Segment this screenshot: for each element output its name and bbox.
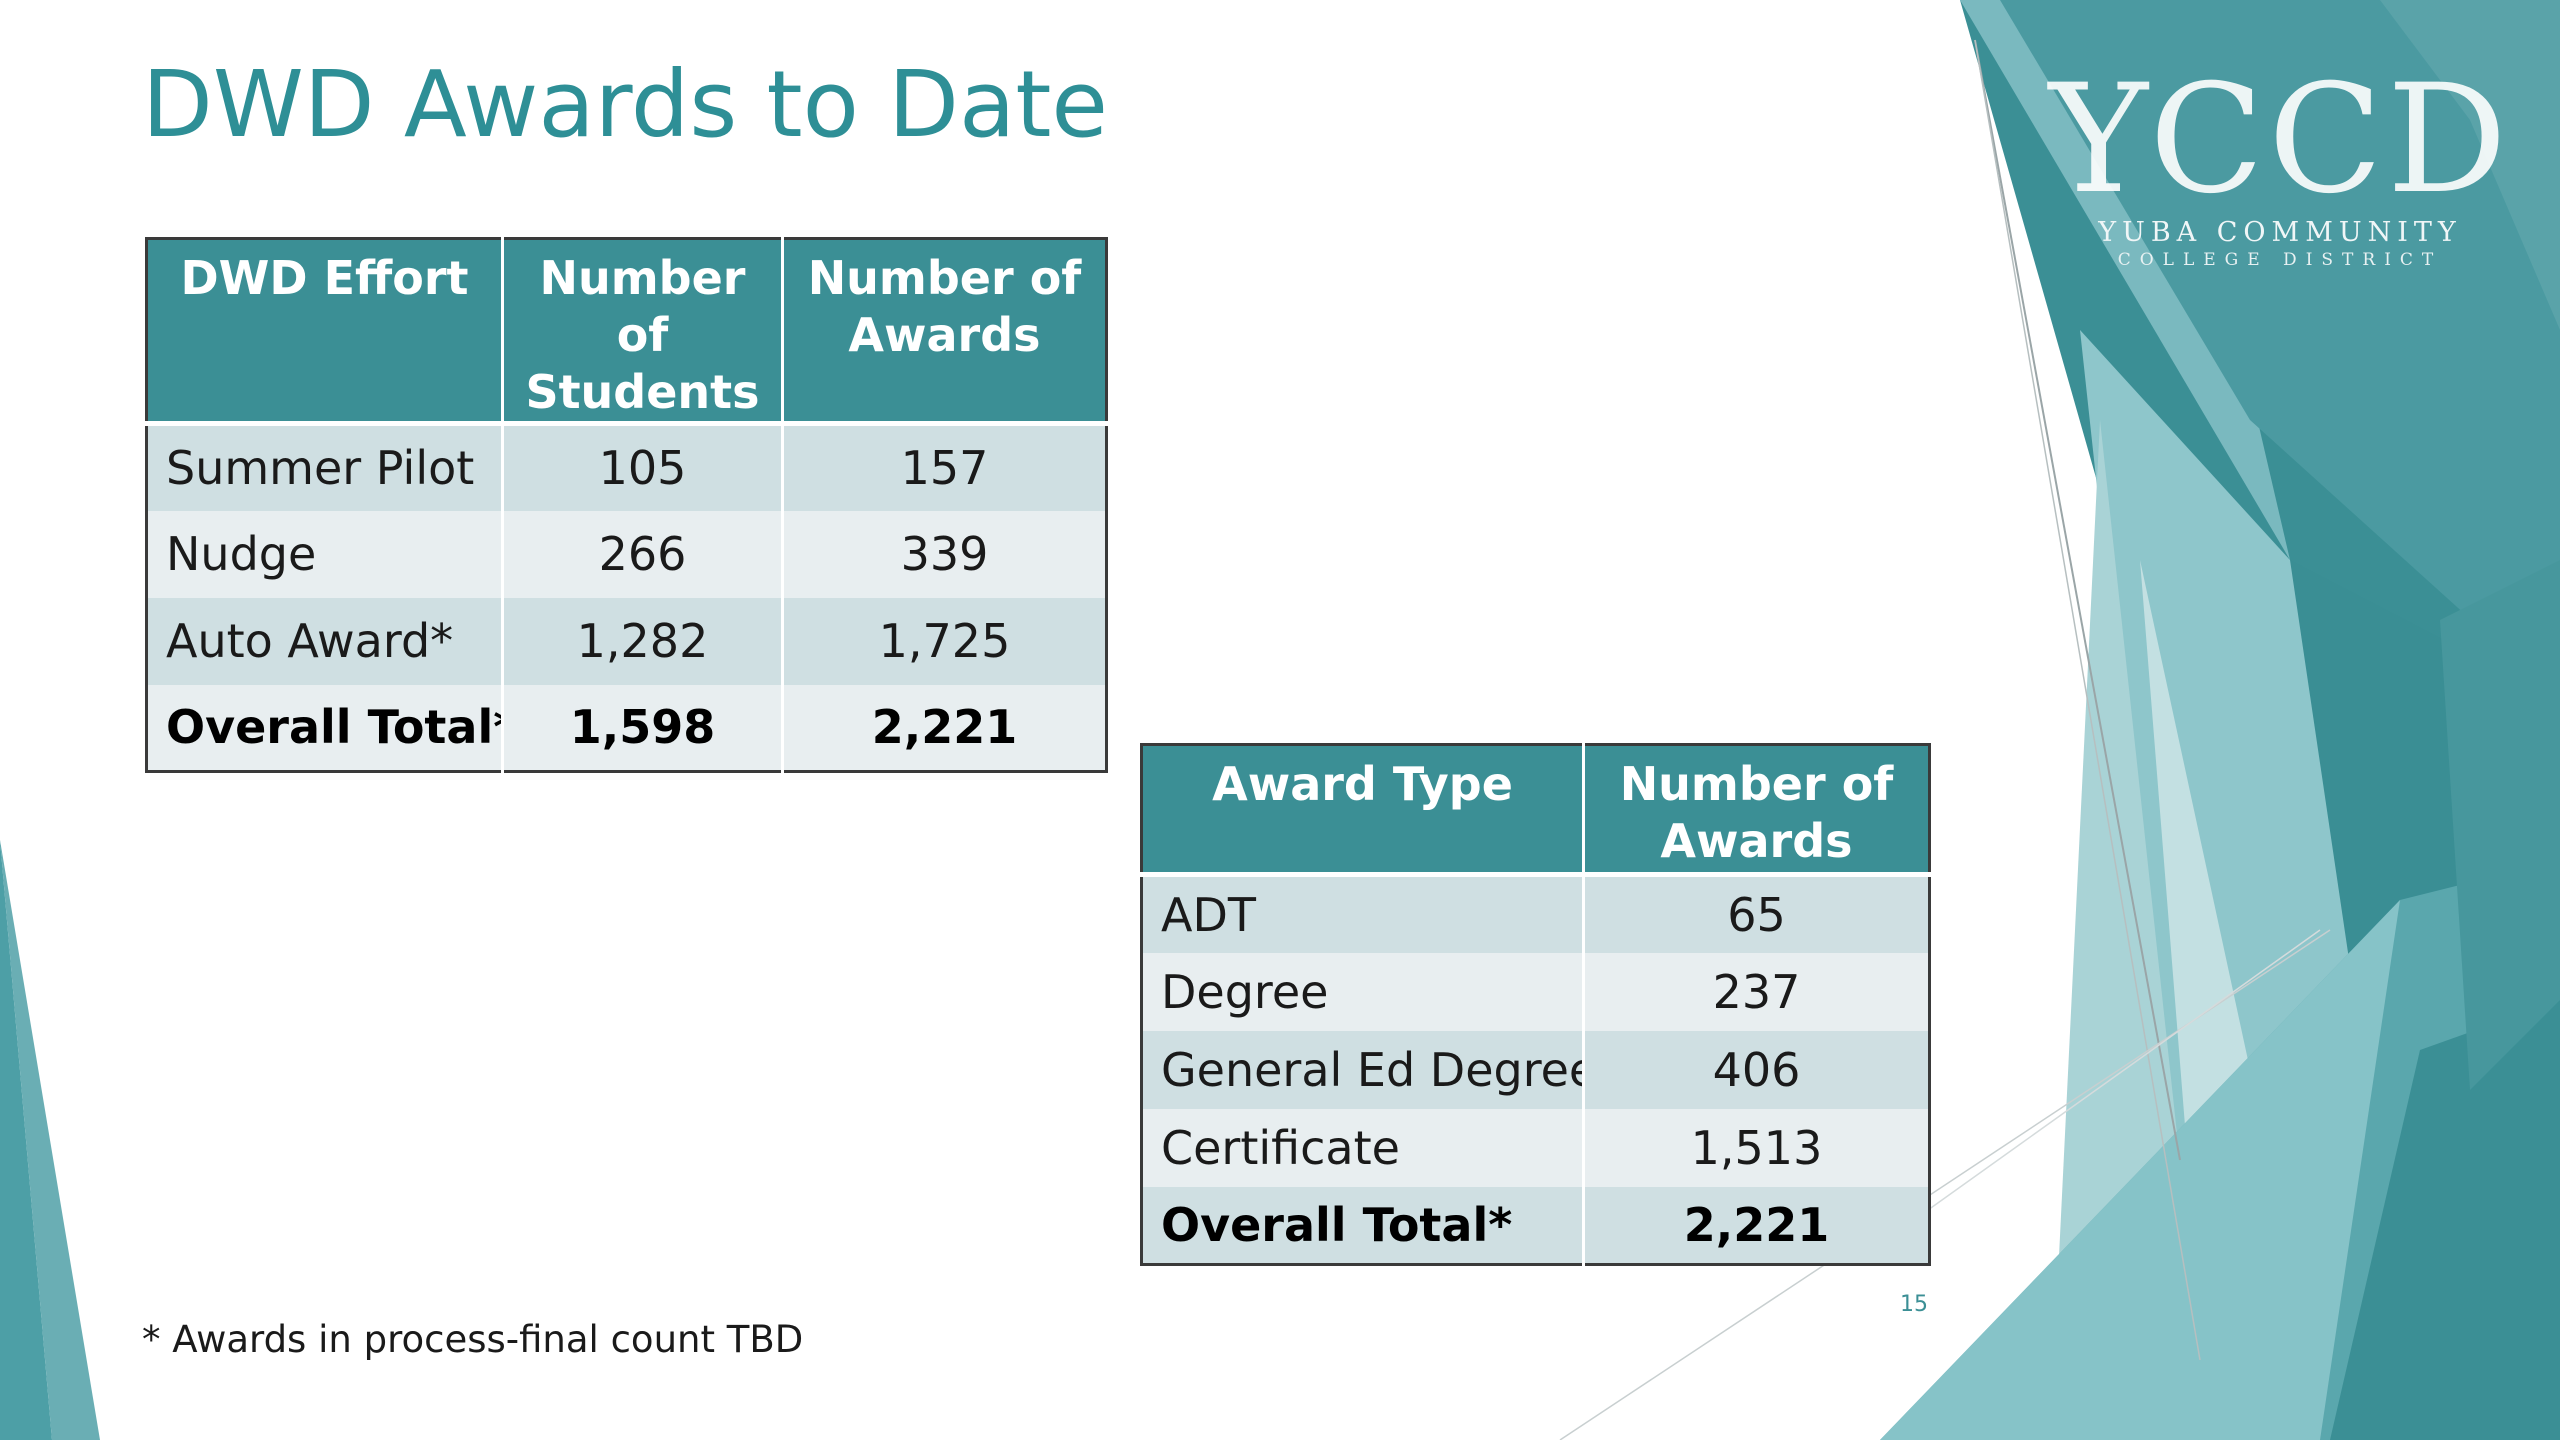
award-type-cell: General Ed Degree bbox=[1141, 1030, 1585, 1109]
effort-name-cell: Nudge bbox=[146, 510, 504, 598]
dwd-effort-table: DWD Effort Number of Students Number of … bbox=[145, 237, 1108, 773]
column-header-award-type: Award Type bbox=[1141, 744, 1585, 875]
column-header-number-of-awards: Number of Awards bbox=[781, 238, 1107, 424]
award-type-cell: ADT bbox=[1141, 874, 1585, 953]
awards-cell: 157 bbox=[781, 423, 1107, 511]
students-cell: 1,282 bbox=[501, 597, 784, 685]
awards-cell: 65 bbox=[1582, 874, 1930, 953]
table-header-row: Award Type Number of Awards bbox=[1141, 744, 1930, 875]
footnote: * Awards in process-final count TBD bbox=[142, 1318, 804, 1361]
logo-subtitle: YUBA COMMUNITY bbox=[2098, 217, 2462, 248]
slide-number: 15 bbox=[1900, 1292, 1928, 1317]
awards-cell: 406 bbox=[1582, 1030, 1930, 1109]
effort-name-cell: Overall Total* bbox=[146, 684, 504, 772]
awards-cell: 1,513 bbox=[1582, 1108, 1930, 1187]
award-type-cell: Degree bbox=[1141, 952, 1585, 1031]
table-header-row: DWD Effort Number of Students Number of … bbox=[146, 238, 1107, 424]
students-cell: 1,598 bbox=[501, 684, 784, 772]
students-cell: 105 bbox=[501, 423, 784, 511]
yccd-logo: YCCD YUBA COMMUNITY COLLEGE DISTRICT bbox=[2015, 65, 2545, 280]
column-header-number-of-awards: Number of Awards bbox=[1582, 744, 1930, 875]
students-cell: 266 bbox=[501, 510, 784, 598]
slide-title: DWD Awards to Date bbox=[142, 51, 1108, 158]
table-row: Summer Pilot 105 157 bbox=[146, 423, 1107, 511]
award-type-cell: Overall Total* bbox=[1141, 1186, 1585, 1265]
logo-wordmark: YCCD bbox=[2048, 53, 2512, 227]
logo-subtitle-2: COLLEGE DISTRICT bbox=[2117, 250, 2443, 270]
column-header-number-of-students: Number of Students bbox=[501, 238, 784, 424]
table-row: General Ed Degree 406 bbox=[1141, 1030, 1930, 1109]
effort-name-cell: Summer Pilot bbox=[146, 423, 504, 511]
award-type-cell: Certificate bbox=[1141, 1108, 1585, 1187]
column-header-dwd-effort: DWD Effort bbox=[146, 238, 504, 424]
awards-cell: 2,221 bbox=[1582, 1186, 1930, 1265]
awards-cell: 339 bbox=[781, 510, 1107, 598]
awards-cell: 1,725 bbox=[781, 597, 1107, 685]
awards-cell: 237 bbox=[1582, 952, 1930, 1031]
awards-cell: 2,221 bbox=[781, 684, 1107, 772]
effort-name-cell: Auto Award* bbox=[146, 597, 504, 685]
table-row: Certificate 1,513 bbox=[1141, 1108, 1930, 1187]
table-row: ADT 65 bbox=[1141, 874, 1930, 953]
total-row: Overall Total* 1,598 2,221 bbox=[146, 684, 1107, 772]
table-row: Nudge 266 339 bbox=[146, 510, 1107, 598]
award-type-table: Award Type Number of Awards ADT 65 Degre… bbox=[1140, 743, 1931, 1266]
table-row: Degree 237 bbox=[1141, 952, 1930, 1031]
table-row: Auto Award* 1,282 1,725 bbox=[146, 597, 1107, 685]
total-row: Overall Total* 2,221 bbox=[1141, 1186, 1930, 1265]
